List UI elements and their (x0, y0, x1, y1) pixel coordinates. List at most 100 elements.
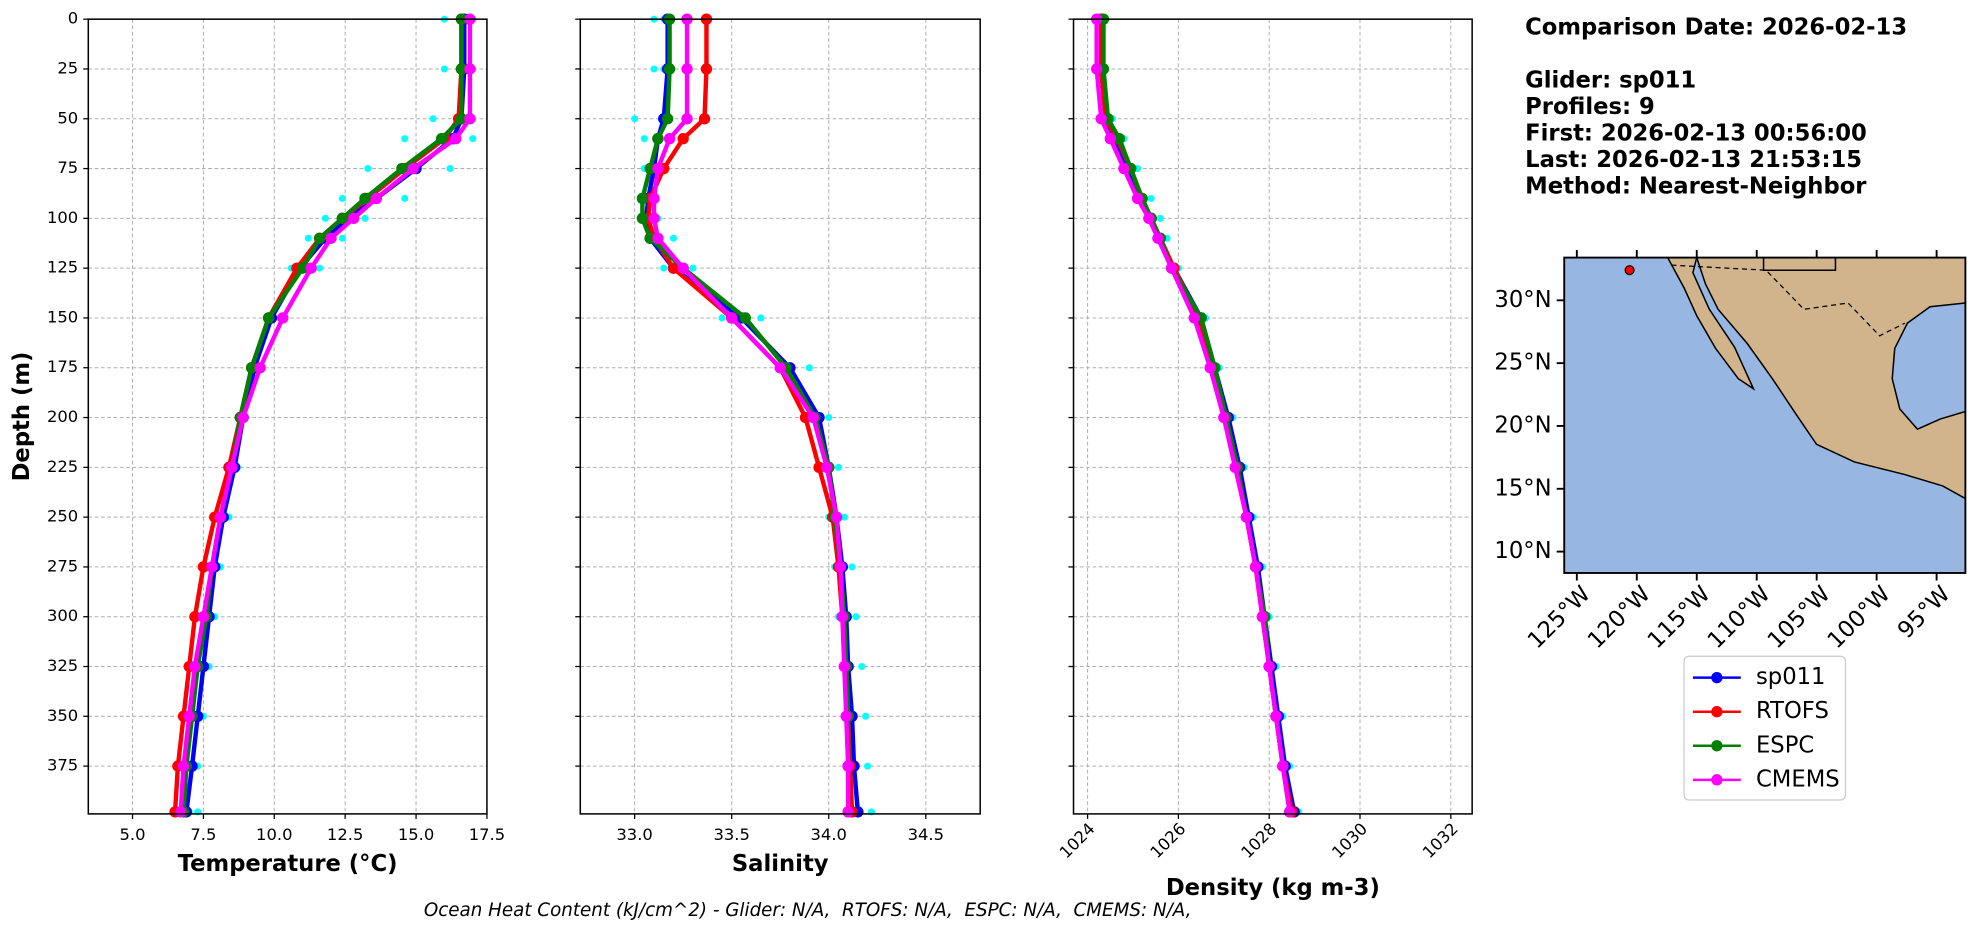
marker (1095, 113, 1107, 125)
x-axis-label: Salinity (732, 851, 829, 877)
marker (1249, 561, 1262, 573)
marker (821, 461, 833, 474)
x-tick-label: 17.5 (469, 825, 505, 844)
x-tick-label: 10.0 (256, 825, 292, 844)
series-line (1101, 19, 1292, 813)
land (1666, 257, 1756, 391)
marker (237, 411, 249, 424)
profile-point (469, 135, 477, 143)
x-tick-label: 1030 (1328, 819, 1371, 862)
profile-point (304, 234, 312, 242)
marker (1152, 232, 1164, 244)
series-line (184, 19, 467, 813)
y-tick-label: 50 (57, 108, 78, 127)
map-base (1564, 257, 1966, 573)
profile-point (825, 414, 833, 422)
marker (838, 660, 850, 673)
marker (277, 312, 289, 324)
marker (644, 232, 656, 244)
legend-marker (1711, 706, 1723, 718)
map-lon-label: 115°W (1643, 581, 1716, 654)
y-tick-label: 150 (47, 307, 78, 326)
marker (455, 113, 468, 125)
marker (1270, 710, 1282, 722)
axes-frame (1072, 18, 1473, 815)
marker (698, 113, 711, 125)
x-tick-label: 33.5 (713, 825, 749, 844)
map-lon-label: 105°W (1763, 581, 1836, 654)
map-lon-label: 120°W (1583, 581, 1656, 654)
info-line: Last: 2026-02-13 21:53:15 (1525, 147, 1862, 173)
y-axis-label: Depth (m) (9, 352, 35, 482)
marker (396, 162, 408, 175)
marker (464, 113, 476, 125)
profile-point (321, 214, 329, 222)
marker (681, 113, 693, 125)
x-tick-label: 1032 (1419, 819, 1462, 862)
x-tick-label: 15.0 (398, 825, 434, 844)
marker (842, 806, 854, 818)
y-tick-label: 200 (47, 407, 78, 426)
y-tick-label: 350 (47, 706, 78, 725)
profile-point (862, 712, 870, 720)
marker (1204, 362, 1216, 374)
marker (407, 162, 419, 175)
marker (435, 133, 448, 145)
profile-point (650, 65, 658, 73)
profile-point (848, 563, 856, 571)
legend-marker (1711, 671, 1723, 684)
marker (1240, 511, 1253, 523)
map-lat-label: 15°N (1494, 475, 1551, 501)
marker (774, 362, 786, 374)
x-tick-label: 1024 (1056, 819, 1099, 862)
marker (1165, 262, 1178, 274)
x-tick-label: 7.5 (190, 825, 216, 844)
marker (175, 806, 187, 818)
map-frame (1563, 256, 1967, 574)
axes-frame (579, 18, 981, 815)
marker (677, 262, 689, 274)
marker (206, 561, 218, 573)
profile-point (757, 314, 765, 322)
profile-point (429, 115, 437, 123)
marker (652, 162, 664, 175)
marker (726, 312, 738, 324)
marker (450, 133, 462, 145)
marker (1113, 133, 1126, 145)
profile-point (401, 135, 409, 143)
legend: sp011 RTOFS ESPC CMEMS (1683, 655, 1847, 801)
land (1695, 257, 1966, 500)
border (1762, 257, 1837, 271)
x-tick-label: 5.0 (120, 825, 146, 844)
marker (648, 212, 660, 225)
x-tick-label: 33.0 (616, 825, 652, 844)
y-tick-label: 75 (57, 158, 78, 177)
marker (455, 63, 468, 75)
gulf (1891, 302, 1966, 431)
x-axis-label: Density (kg m-3) (1166, 875, 1380, 901)
map-lat-label: 20°N (1494, 412, 1551, 438)
border (1671, 264, 1906, 337)
glider-position (1624, 265, 1635, 276)
y-tick-label: 225 (47, 457, 78, 476)
profile-point (440, 65, 448, 73)
y-tick-label: 300 (47, 606, 78, 625)
y-tick-label: 375 (47, 756, 78, 775)
marker (1090, 63, 1103, 75)
profile-point (718, 314, 726, 322)
map-lon-label: 100°W (1823, 581, 1896, 654)
marker (648, 192, 660, 205)
marker (1188, 312, 1200, 324)
y-tick-label: 250 (47, 507, 78, 526)
marker (700, 63, 713, 75)
profile-point (840, 513, 848, 521)
series-line (1099, 19, 1295, 813)
marker (370, 192, 383, 205)
info-line: Profiles: 9 (1525, 94, 1655, 120)
profile-point (338, 234, 346, 242)
marker (1283, 806, 1296, 818)
legend-box (1683, 655, 1847, 801)
x-axis-label: Temperature (°C) (178, 851, 398, 877)
marker (245, 362, 258, 374)
profile-point (401, 194, 409, 202)
